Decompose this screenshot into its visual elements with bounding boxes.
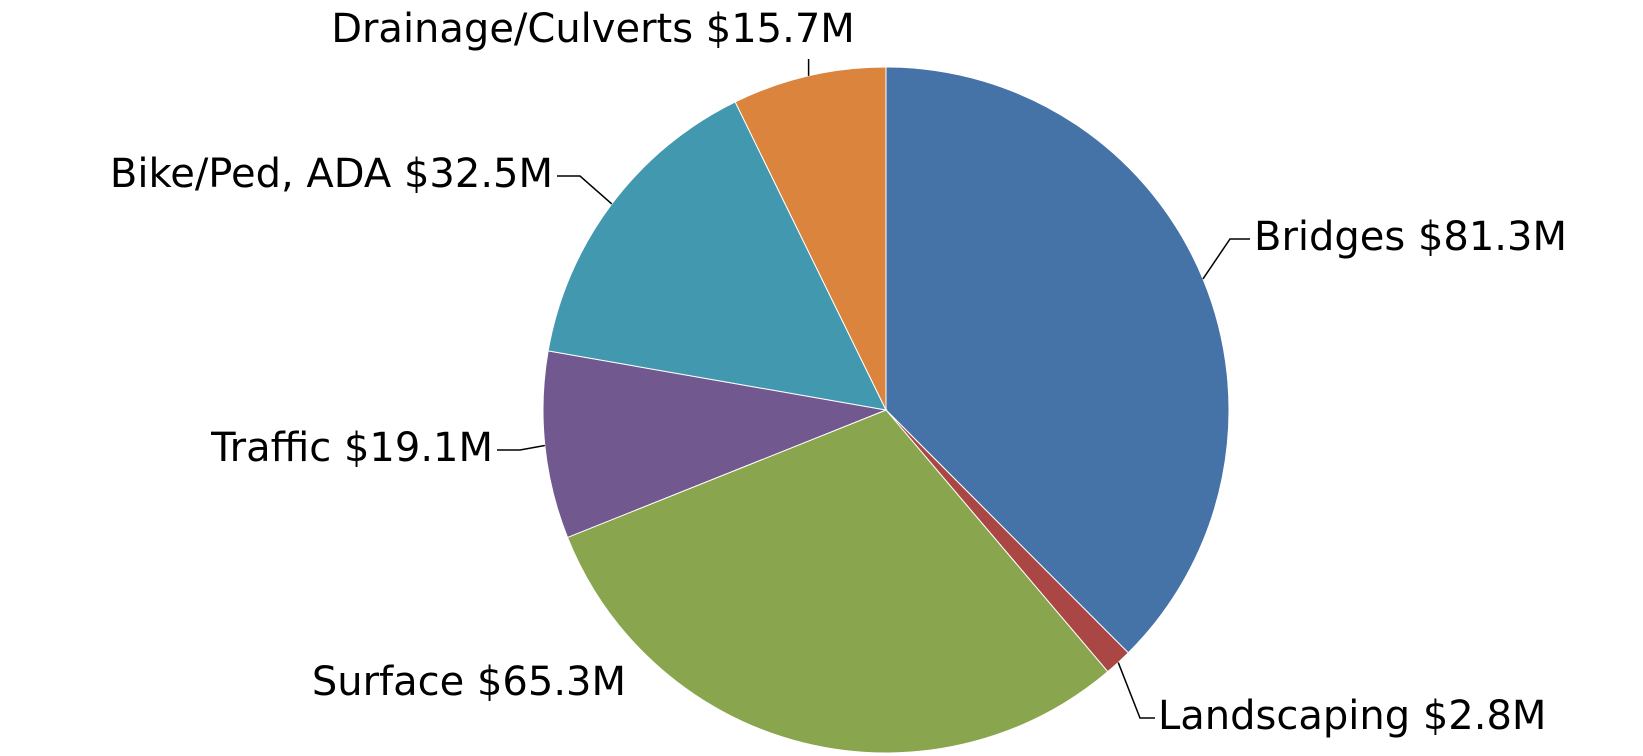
category-label: Bridges	[1254, 214, 1405, 260]
leader-line	[1202, 238, 1250, 280]
value-label: $65.3M	[477, 659, 626, 705]
data-label: Landscaping $2.8M	[1158, 693, 1546, 739]
data-label: Bridges $81.3M	[1254, 214, 1567, 260]
leader-line	[497, 444, 545, 451]
data-label: Bike/Ped, ADA $32.5M	[110, 151, 553, 197]
category-label: Traffic	[210, 425, 331, 471]
pie-slice	[885, 66, 1230, 654]
value-label: $32.5M	[404, 151, 553, 197]
value-label: $81.3M	[1418, 214, 1567, 260]
pie-slice	[542, 350, 888, 539]
pie-slice	[566, 409, 1109, 754]
pie-slice	[547, 101, 887, 411]
category-label: Bike/Ped, ADA	[110, 151, 392, 197]
leader-line	[1117, 662, 1155, 719]
data-label: Traffic $19.1M	[210, 425, 493, 471]
value-label: $15.7M	[706, 6, 855, 52]
category-label: Landscaping	[1158, 693, 1410, 739]
data-label: Drainage/Culverts $15.7M	[331, 6, 855, 52]
leader-line	[557, 175, 613, 205]
value-label: $2.8M	[1423, 693, 1547, 739]
data-label: Surface $65.3M	[312, 659, 626, 705]
category-label: Surface	[312, 659, 464, 705]
value-label: $19.1M	[344, 425, 493, 471]
pie-slice	[734, 66, 887, 411]
category-label: Drainage/Culverts	[331, 6, 693, 52]
